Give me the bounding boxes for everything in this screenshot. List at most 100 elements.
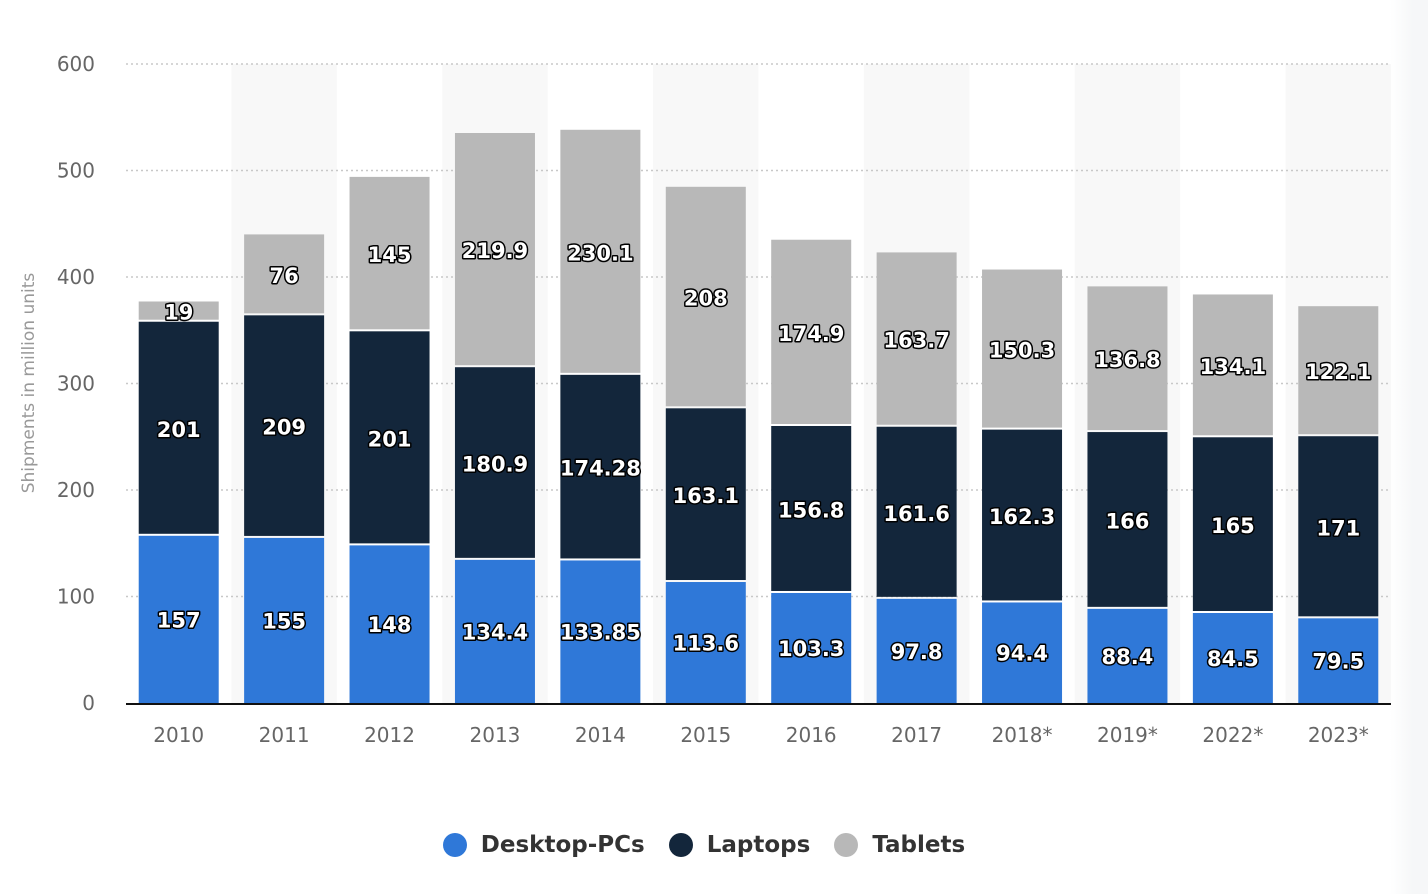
bar-laptops-2018 [982, 429, 1063, 601]
bar-desktop-pcs-2011 [244, 537, 325, 703]
data-label: 209 [262, 416, 306, 440]
bar-tablets-2017 [876, 252, 957, 425]
data-label: 103.3 [778, 637, 844, 661]
legend-label: Laptops [706, 832, 811, 858]
data-label: 157 [157, 608, 201, 632]
data-label: 133.85 [560, 621, 641, 645]
bar-laptops-2010 [138, 321, 219, 534]
bar-laptops-2017 [876, 426, 957, 597]
bars [138, 129, 1379, 703]
bar-tablets-2016 [771, 239, 852, 424]
data-label: 165 [1211, 514, 1255, 538]
x-tick-label: 2010 [153, 723, 204, 747]
data-label: 166 [1106, 509, 1150, 533]
data-label: 76 [270, 264, 299, 288]
x-tick-label: 2017 [891, 723, 942, 747]
x-tick-label: 2011 [259, 723, 310, 747]
data-label: 163.7 [883, 329, 949, 353]
legend-item-laptops[interactable]: Laptops [668, 832, 811, 858]
data-label: 79.5 [1312, 650, 1364, 674]
data-label: 163.1 [673, 484, 739, 508]
x-tick-label: 2012 [364, 723, 415, 747]
data-label: 174.9 [778, 322, 844, 346]
bar-desktop-pcs-2016 [771, 592, 852, 703]
x-tick-label: 2014 [575, 723, 626, 747]
data-label: 145 [368, 243, 412, 267]
bar-desktop-pcs-2013 [454, 559, 535, 703]
data-label: 94.4 [996, 642, 1048, 666]
x-tick-label: 2023* [1308, 723, 1369, 747]
data-label: 162.3 [989, 505, 1055, 529]
data-label: 219.9 [462, 239, 528, 263]
y-tick-label: 400 [57, 265, 95, 289]
bar-tablets-2019 [1087, 286, 1168, 431]
bar-tablets-2013 [454, 133, 535, 366]
bar-laptops-2015 [665, 408, 746, 581]
bar-desktop-pcs-2014 [560, 560, 641, 703]
bar-tablets-2015 [665, 186, 746, 407]
bar-tablets-2018 [982, 269, 1063, 428]
bar-tablets-2022 [1192, 294, 1273, 436]
data-label: 88.4 [1102, 645, 1154, 669]
data-label: 201 [157, 418, 201, 442]
bar-laptops-2014 [560, 374, 641, 559]
x-tick-label: 2013 [470, 723, 521, 747]
data-label: 201 [368, 427, 412, 451]
data-label: 156.8 [778, 498, 844, 522]
bar-desktop-pcs-2018 [982, 602, 1063, 703]
legend-item-desktop-pcs[interactable]: Desktop-PCs [442, 832, 645, 858]
data-label: 122.1 [1305, 360, 1371, 384]
bar-tablets-2010 [138, 301, 219, 320]
y-tick-label: 500 [57, 159, 95, 183]
bar-tablets-2012 [349, 176, 430, 330]
x-tick-label: 2019* [1097, 723, 1158, 747]
bar-laptops-2012 [349, 331, 430, 544]
y-tick-label: 100 [57, 585, 95, 609]
legend-swatch-icon [668, 833, 693, 857]
data-label: 150.3 [989, 339, 1055, 363]
data-label: 180.9 [462, 453, 528, 477]
bar-desktop-pcs-2015 [665, 582, 746, 703]
data-label: 113.6 [673, 632, 739, 656]
legend-swatch-icon [442, 833, 467, 857]
data-label: 155 [262, 609, 306, 633]
y-axis-title: Shipments in million units [19, 273, 39, 494]
gridlines [126, 63, 1391, 598]
data-label: 136.8 [1094, 348, 1160, 372]
bar-desktop-pcs-2017 [876, 598, 957, 703]
data-label: 97.8 [891, 640, 943, 664]
legend: Desktop-PCs Laptops Tablets [0, 832, 1408, 858]
scrollbar-edge [1390, 0, 1428, 894]
x-tick-label: 2016 [786, 723, 837, 747]
legend-swatch-icon [834, 833, 859, 857]
bar-desktop-pcs-2012 [349, 545, 430, 703]
data-label: 230.1 [567, 241, 633, 265]
bar-desktop-pcs-2023 [1298, 618, 1379, 703]
data-label: 19 [164, 301, 193, 325]
y-tick-label: 0 [82, 691, 95, 715]
x-axis-ticks: 2010 2011 2012 2013 2014 2015 2016 2017 2018* 201… [153, 723, 1368, 747]
y-tick-label: 600 [57, 52, 95, 76]
data-label: 134.1 [1200, 355, 1266, 379]
bar-tablets-2023 [1298, 306, 1379, 435]
bar-desktop-pcs-2019 [1087, 608, 1168, 703]
data-label: 148 [368, 613, 412, 637]
bar-laptops-2022 [1192, 437, 1273, 612]
legend-label: Desktop-PCs [480, 832, 645, 858]
bar-desktop-pcs-2022 [1192, 613, 1273, 703]
legend-label: Tablets [872, 832, 966, 858]
bar-tablets-2011 [244, 234, 325, 314]
data-labels: 157 201 19 155 209 76 148 201 145 134.4 180.9 219.9… [155, 238, 1373, 676]
legend-item-tablets[interactable]: Tablets [834, 832, 965, 858]
bar-tablets-2014 [560, 129, 641, 373]
bar-laptops-2011 [244, 315, 325, 536]
bar-laptops-2019 [1087, 432, 1168, 607]
bar-laptops-2023 [1298, 436, 1379, 617]
data-label: 161.6 [883, 502, 949, 526]
y-tick-label: 200 [57, 478, 95, 502]
y-tick-label: 300 [57, 372, 95, 396]
data-label: 208 [684, 287, 728, 311]
data-label: 174.28 [560, 457, 641, 481]
stacked-bar-chart: 0 100 200 300 400 500 600 Shipments in million… [19, 52, 1391, 747]
bar-laptops-2013 [454, 367, 535, 558]
